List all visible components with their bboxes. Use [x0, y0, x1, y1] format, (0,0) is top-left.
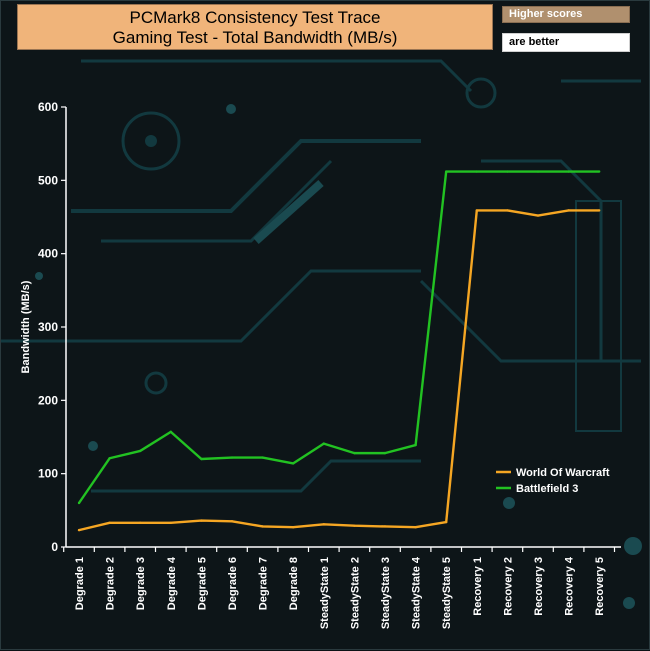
- data-point: [445, 170, 448, 173]
- data-point: [506, 209, 509, 212]
- data-point: [598, 170, 601, 173]
- x-tick-label: Recovery 1: [472, 557, 484, 616]
- data-point: [322, 442, 325, 445]
- y-tick-label: 400: [38, 247, 58, 261]
- data-point: [414, 443, 417, 447]
- x-tick-label: Recovery 5: [594, 557, 606, 616]
- y-axis-label: Bandwidth (MB/s): [20, 280, 32, 373]
- data-point: [567, 209, 570, 212]
- data-point: [230, 520, 234, 523]
- data-point: [353, 451, 356, 455]
- x-tick-label: SteadyState 1: [319, 557, 331, 629]
- x-tick-label: Recovery 3: [533, 557, 545, 616]
- y-tick-label: 300: [38, 320, 58, 334]
- legend-label: World Of Warcraft: [516, 467, 610, 479]
- data-point: [292, 526, 295, 529]
- data-point: [383, 451, 387, 455]
- x-axis-ticks: Degrade 1 Degrade 2 Degrade 3 Degrade 4 Degr…: [63, 547, 616, 629]
- y-tick-label: 600: [38, 100, 58, 114]
- x-tick-label: Degrade 3: [135, 557, 147, 610]
- data-point: [108, 521, 111, 524]
- data-point: [200, 519, 203, 522]
- series-line: [78, 170, 600, 504]
- y-tick-label: 100: [38, 467, 58, 481]
- data-point: [169, 521, 172, 524]
- data-point: [536, 170, 540, 173]
- y-axis-ticks: 0 100 200 300 400 500 600: [38, 100, 66, 554]
- x-tick-label: Degrade 4: [166, 556, 178, 610]
- chart-title-box: PCMark8 Consistency Test Trace Gaming Te…: [17, 4, 493, 50]
- data-point: [139, 521, 142, 524]
- x-tick-label: Degrade 2: [105, 557, 117, 610]
- x-tick-label: Degrade 1: [74, 557, 86, 610]
- data-point: [139, 449, 142, 453]
- x-tick-label: SteadyState 3: [380, 557, 392, 629]
- data-point: [475, 170, 478, 173]
- x-tick-label: Degrade 8: [288, 557, 300, 610]
- x-tick-label: Degrade 7: [258, 557, 270, 610]
- higher-scores-note: Higher scores: [502, 6, 630, 23]
- x-tick-label: SteadyState 5: [441, 557, 453, 629]
- x-tick-label: Degrade 5: [196, 557, 208, 610]
- data-point: [322, 523, 325, 526]
- x-tick-label: SteadyState 2: [349, 557, 361, 629]
- data-point: [414, 526, 417, 529]
- legend-label: Battlefield 3: [516, 483, 578, 495]
- data-point: [536, 214, 540, 217]
- data-point: [567, 170, 570, 173]
- y-tick-label: 500: [38, 173, 58, 187]
- x-tick-label: Recovery 2: [502, 557, 514, 616]
- legend: World Of Warcraft Battlefield 3: [496, 467, 610, 495]
- data-point: [169, 430, 172, 434]
- x-tick-label: SteadyState 4: [411, 556, 423, 629]
- axes: [65, 107, 621, 548]
- data-point: [445, 520, 448, 524]
- data-point: [77, 528, 81, 532]
- data-point: [383, 525, 387, 528]
- data-point: [292, 462, 295, 465]
- series-group: [77, 170, 601, 532]
- data-point: [475, 209, 478, 212]
- x-tick-label: Recovery 4: [564, 556, 576, 616]
- chart-subtitle: Gaming Test - Total Bandwidth (MB/s): [112, 28, 398, 47]
- x-tick-label: Degrade 6: [227, 557, 239, 610]
- y-tick-label: 200: [38, 393, 58, 407]
- chart-title: PCMark8 Consistency Test Trace: [129, 8, 381, 27]
- data-point: [261, 456, 264, 459]
- data-point: [230, 456, 234, 459]
- y-tick-label: 0: [51, 540, 58, 554]
- data-point: [506, 170, 509, 173]
- data-point: [200, 457, 203, 461]
- are-better-note: are better: [502, 33, 630, 52]
- data-point: [353, 524, 356, 527]
- data-point: [261, 525, 264, 528]
- series-line: [78, 209, 600, 532]
- circuit-background: [1, 59, 642, 609]
- data-point: [598, 209, 601, 212]
- data-point: [108, 457, 111, 460]
- data-point: [77, 501, 81, 505]
